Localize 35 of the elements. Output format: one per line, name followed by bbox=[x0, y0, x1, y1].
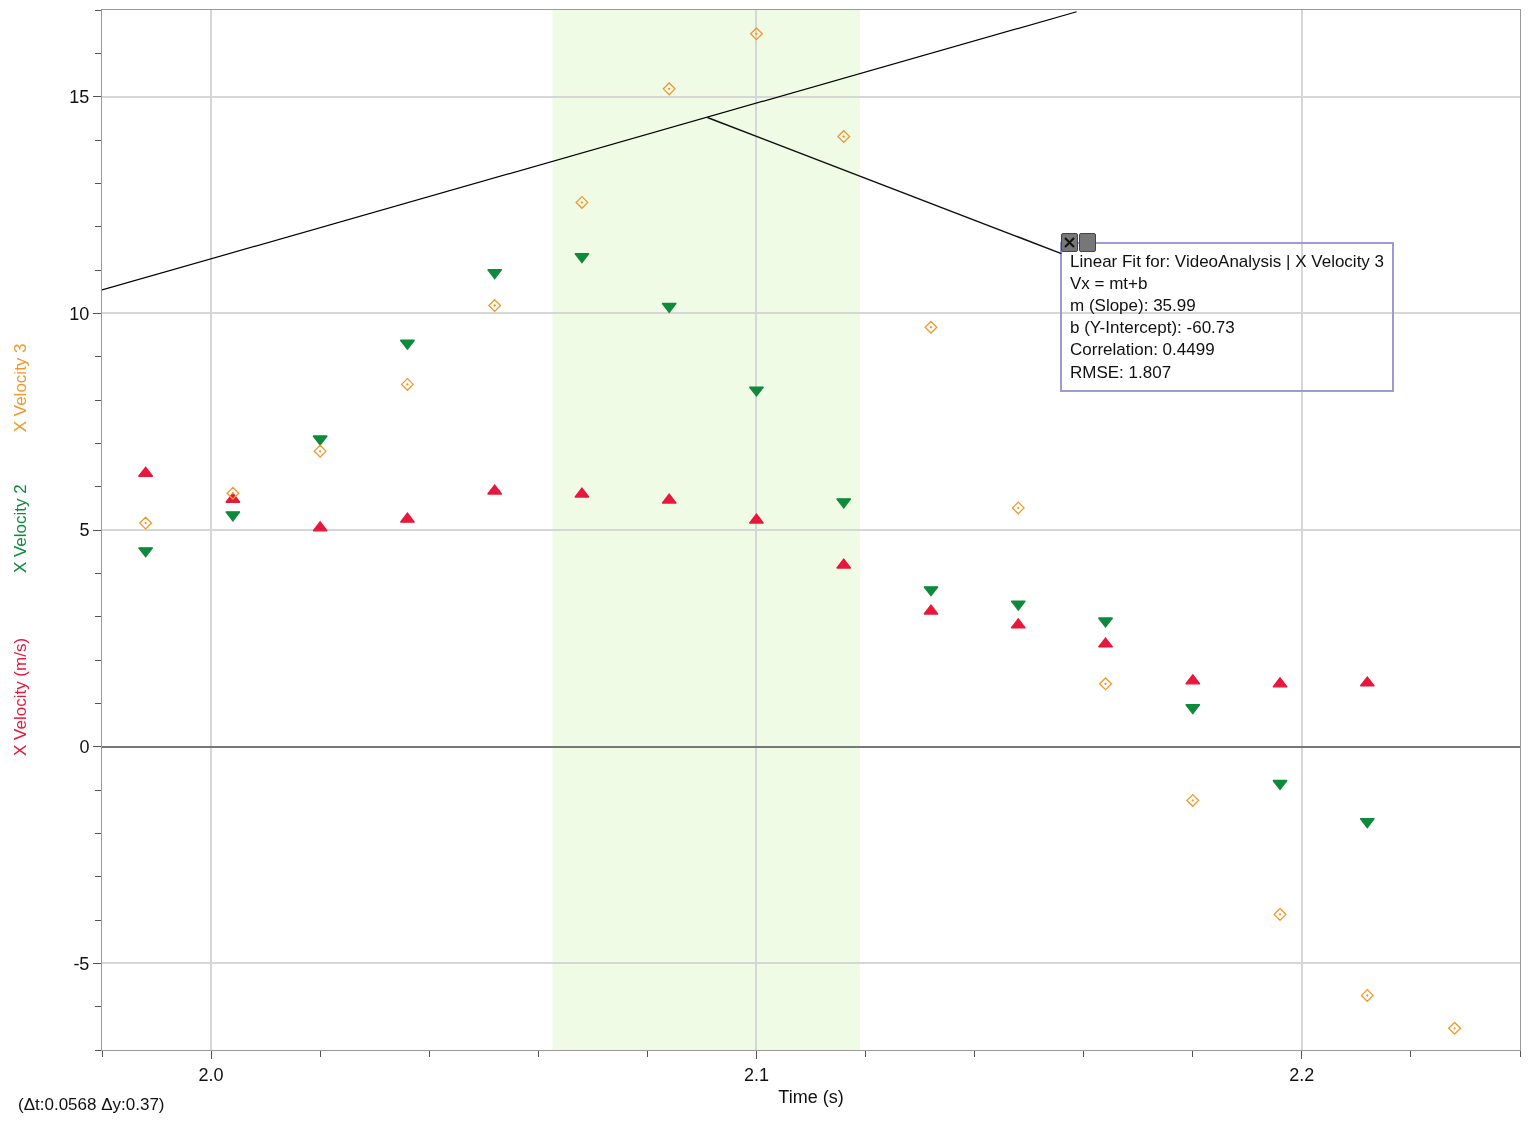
point bbox=[1273, 907, 1287, 921]
point bbox=[1011, 501, 1025, 515]
text: (Δt:0.0568 Δy:0.37) bbox=[18, 1095, 165, 1114]
point bbox=[749, 27, 763, 41]
point bbox=[574, 252, 590, 264]
point bbox=[139, 516, 153, 530]
text: X Velocity 3 bbox=[10, 343, 30, 433]
point bbox=[313, 444, 327, 458]
x-tick-label: 2.1 bbox=[743, 1064, 769, 1085]
point bbox=[1448, 1021, 1462, 1035]
y-tick-label: -5 bbox=[73, 953, 90, 974]
point bbox=[1359, 817, 1375, 829]
point bbox=[575, 195, 589, 209]
y-tick-label: 10 bbox=[69, 303, 90, 324]
point bbox=[226, 486, 240, 500]
x-tick-label: 2.0 bbox=[198, 1064, 224, 1085]
point bbox=[1186, 793, 1200, 807]
point bbox=[488, 299, 502, 313]
point bbox=[1099, 677, 1113, 691]
point bbox=[661, 302, 677, 314]
x-axis-title: Time (s) bbox=[778, 1086, 844, 1107]
point bbox=[837, 130, 851, 144]
y-tick-label: 0 bbox=[79, 736, 90, 757]
point bbox=[662, 82, 676, 96]
annotation: Linear Fit for: VideoAnalysis | X Velocity 3 Vx = mt+b m (Slope): 35.99 b (Y-Intercept): -60.73 Correlation: 0.4499 RMSE: 1.807 bbox=[1070, 252, 1385, 382]
y-tick-label: 15 bbox=[69, 86, 90, 107]
y-tick-label: 5 bbox=[79, 520, 90, 541]
text: X Velocity 2 bbox=[10, 484, 30, 574]
x-tick-label: 2.2 bbox=[1289, 1064, 1315, 1085]
point bbox=[487, 268, 503, 280]
point bbox=[1360, 988, 1374, 1002]
point bbox=[1272, 779, 1288, 791]
point bbox=[400, 377, 414, 391]
point bbox=[924, 320, 938, 334]
text: X Velocity (m/s) bbox=[11, 637, 30, 756]
